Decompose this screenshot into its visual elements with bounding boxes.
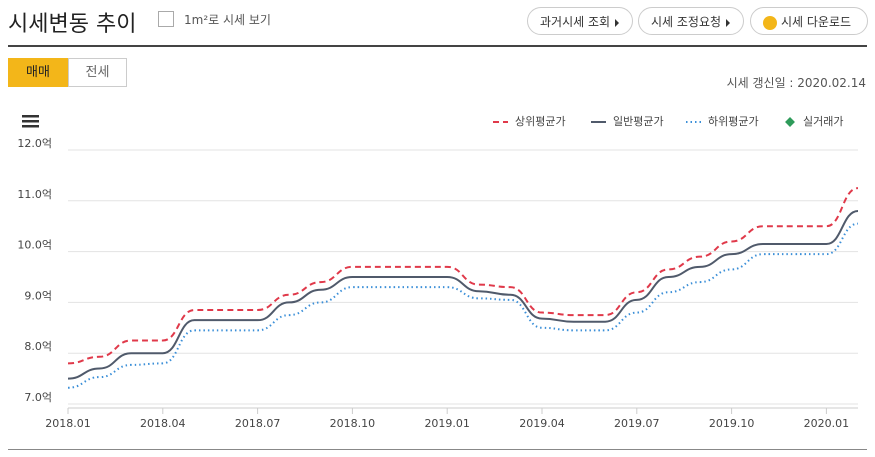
button-label: 과거시세 조회 xyxy=(540,15,611,29)
x-tick-label: 2020.01 xyxy=(804,417,850,430)
y-tick-label: 10.0억 xyxy=(17,239,52,252)
series-line xyxy=(67,222,859,389)
page-title: 시세변동 추이 xyxy=(8,12,137,37)
x-tick-label: 2019.07 xyxy=(614,417,660,430)
adjust-request-button[interactable]: 시세 조정요청 xyxy=(638,7,745,35)
series-line xyxy=(67,187,859,365)
tab[interactable]: 전세 xyxy=(68,58,127,87)
x-tick-label: 2018.04 xyxy=(140,417,186,430)
x-tick-label: 2019.04 xyxy=(519,417,565,430)
bottom-rule xyxy=(8,449,867,450)
menu-icon[interactable] xyxy=(22,115,39,128)
past-price-button[interactable]: 과거시세 조회 xyxy=(527,7,634,35)
x-tick-label: 2019.01 xyxy=(424,417,470,430)
update-date: 시세 갱신일 : 2020.02.14 xyxy=(726,76,866,90)
button-label: 시세 다운로드 xyxy=(781,15,852,29)
legend-marker xyxy=(785,117,795,127)
x-tick-label: 2018.07 xyxy=(235,417,281,430)
legend-label: 하위평균가 xyxy=(708,114,759,128)
x-tick-label: 2018.10 xyxy=(330,417,376,430)
download-button[interactable]: 시세 다운로드 xyxy=(750,7,868,35)
checkbox-label[interactable]: 1m²로 시세 보기 xyxy=(184,13,271,27)
legend-label: 상위평균가 xyxy=(515,115,566,128)
legend-label: 일반평균가 xyxy=(613,114,664,128)
header-rule xyxy=(8,45,867,47)
y-tick-label: 11.0억 xyxy=(17,188,52,201)
y-tick-label: 7.0억 xyxy=(24,391,52,404)
legend-label: 실거래가 xyxy=(803,115,843,128)
checkbox[interactable] xyxy=(158,11,174,27)
x-tick-label: 2019.10 xyxy=(709,417,755,430)
y-tick-label: 12.0억 xyxy=(17,137,52,150)
x-tick-label: 2018.01 xyxy=(45,417,91,430)
button-label: 시세 조정요청 xyxy=(651,15,722,29)
series-line xyxy=(67,209,859,380)
tab-active[interactable]: 매매 xyxy=(8,58,68,87)
y-tick-label: 8.0억 xyxy=(24,340,52,353)
y-tick-label: 9.0억 xyxy=(24,289,52,302)
download-icon xyxy=(763,15,777,30)
